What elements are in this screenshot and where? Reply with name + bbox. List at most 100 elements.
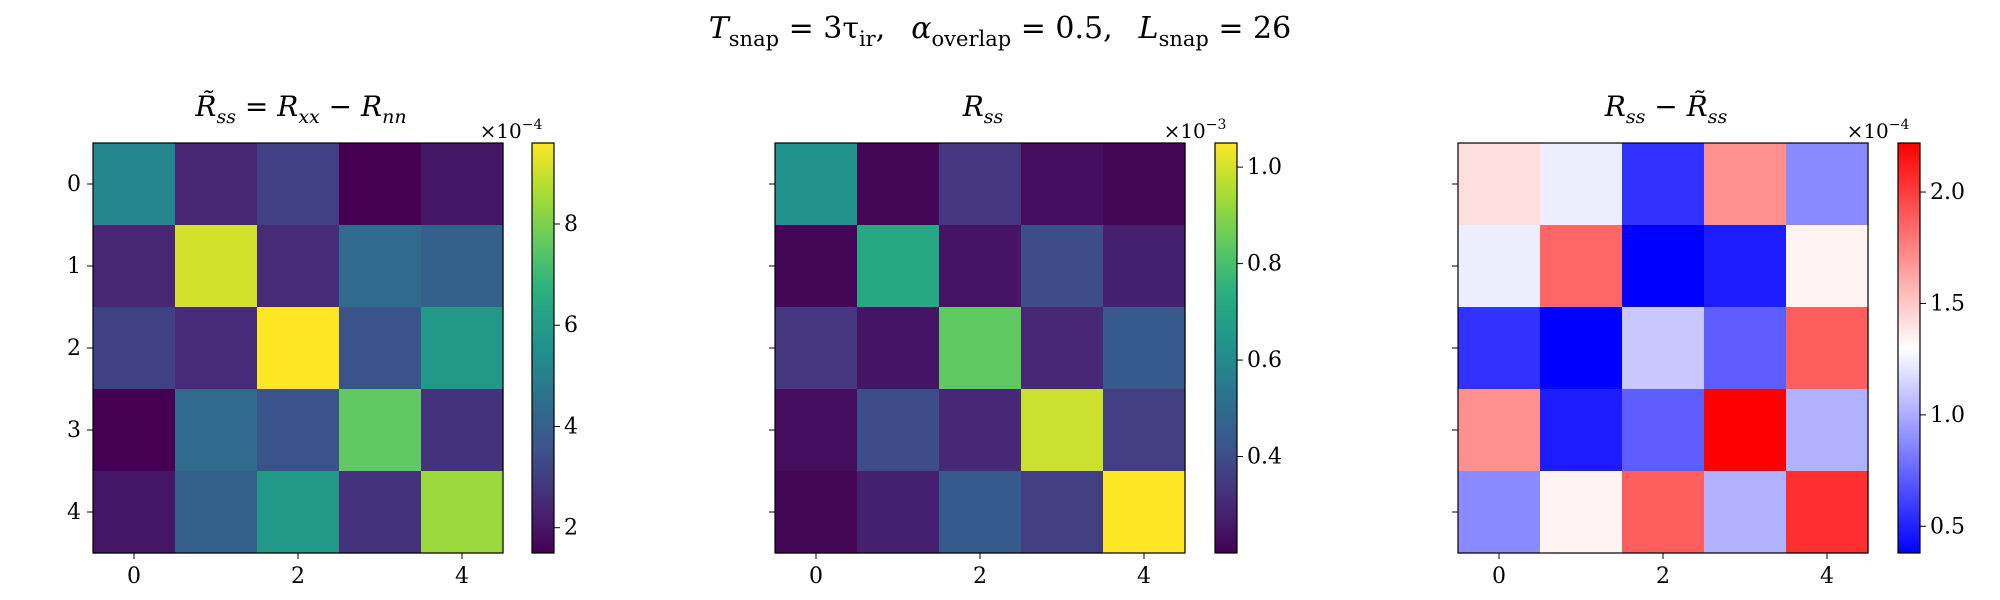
y-tick-label: 2 xyxy=(67,336,81,361)
x-tick-label: 2 xyxy=(1656,564,1670,589)
heatmap-cell xyxy=(1103,307,1186,390)
x-tick-label: 4 xyxy=(1820,564,1834,589)
colorbar-tick-label: 0.6 xyxy=(1247,348,1282,373)
x-tick-label: 4 xyxy=(455,564,469,589)
heatmap-cell xyxy=(857,471,940,554)
heatmap-cell xyxy=(775,307,858,390)
heatmap-cell xyxy=(939,143,1022,226)
heatmap-cell xyxy=(1021,307,1104,390)
colorbar-tick-label: 1.5 xyxy=(1930,291,1965,316)
heatmap-cell xyxy=(421,143,504,226)
heatmap-cell xyxy=(1021,389,1104,472)
heatmap-cell xyxy=(1103,389,1186,472)
heatmap-cell xyxy=(339,471,422,554)
colorbar xyxy=(531,142,555,554)
heatmap-cell xyxy=(257,143,340,226)
heatmap-cell xyxy=(1786,143,1869,226)
colorbar-tick-label: 0.5 xyxy=(1930,514,1965,539)
heatmap-cell xyxy=(775,143,858,226)
panel-1-title: R̃ss = Rxx − Rnn xyxy=(194,90,406,128)
heatmap-panel-2: 0 2 4 0.4 0.6 0.8 1.0 xyxy=(769,142,1282,589)
panel-2-title: Rss xyxy=(962,90,1004,128)
plots-layer: 0 1 2 3 4 0 2 4 2 4 6 8 0 2 4 0.4 0.6 0.8 1.0 0 2 4 0.5 1.0 1.5 2… xyxy=(67,142,1965,589)
heatmap-cell xyxy=(857,307,940,390)
heatmap-cell xyxy=(339,225,422,308)
x-tick-label: 0 xyxy=(809,564,823,589)
x-tick-label: 2 xyxy=(291,564,305,589)
heatmap-cell xyxy=(775,471,858,554)
heatmap-cell xyxy=(939,389,1022,472)
heatmap-cell xyxy=(1622,143,1705,226)
heatmap-cell xyxy=(1021,225,1104,308)
heatmap-cell xyxy=(939,225,1022,308)
colorbar-tick-label: 6 xyxy=(564,313,578,338)
heatmap-cell xyxy=(421,389,504,472)
panel-3-title: Rss − R̃ss xyxy=(1604,90,1728,128)
heatmap-cell xyxy=(339,307,422,390)
heatmap-cell xyxy=(175,307,258,390)
x-tick-label: 0 xyxy=(1492,564,1506,589)
x-tick-label: 4 xyxy=(1137,564,1151,589)
heatmap-cell xyxy=(1540,471,1623,554)
y-tick-label: 1 xyxy=(67,254,81,279)
heatmap-cell xyxy=(1704,307,1787,390)
heatmap-cell xyxy=(1622,471,1705,554)
heatmap-cell xyxy=(1704,389,1787,472)
heatmap-cell xyxy=(857,225,940,308)
heatmap-cell xyxy=(257,471,340,554)
heatmap-panel-1: 0 1 2 3 4 0 2 4 2 4 6 8 xyxy=(67,142,578,589)
heatmap-cell xyxy=(1103,143,1186,226)
heatmap-cell xyxy=(857,143,940,226)
heatmap-panel-3: 0 2 4 0.5 1.0 1.5 2.0 xyxy=(1452,142,1965,589)
figure-suptitle: Tsnap = 3τir, αoverlap = 0.5, Lsnap = 26 xyxy=(709,11,1291,51)
heatmap-cell xyxy=(1622,307,1705,390)
heatmap-cell xyxy=(339,143,422,226)
colorbar-tick-label: 0.4 xyxy=(1247,445,1282,470)
colorbar-tick-label: 4 xyxy=(564,414,578,439)
heatmap-cell xyxy=(93,143,176,226)
heatmap-cell xyxy=(1540,389,1623,472)
heatmap-cell xyxy=(1786,471,1869,554)
heatmap-cell xyxy=(775,225,858,308)
y-tick-label: 0 xyxy=(67,172,81,197)
heatmap-cell xyxy=(175,471,258,554)
heatmap-cell xyxy=(1458,307,1541,390)
heatmap-cell xyxy=(1540,307,1623,390)
colorbar-tick-label: 2.0 xyxy=(1930,180,1965,205)
colorbar xyxy=(1214,142,1238,554)
heatmap-cell xyxy=(1786,389,1869,472)
heatmap-cell xyxy=(93,471,176,554)
heatmap-cell xyxy=(1458,225,1541,308)
heatmap-cell xyxy=(339,389,422,472)
heatmap-cell xyxy=(1786,307,1869,390)
heatmap-cell xyxy=(175,389,258,472)
x-tick-label: 0 xyxy=(127,564,141,589)
colorbar-1-exponent: ×10−4 xyxy=(480,117,543,143)
heatmap-cell xyxy=(1458,389,1541,472)
heatmap-cell xyxy=(93,225,176,308)
heatmap-cell xyxy=(1704,471,1787,554)
heatmap-cell xyxy=(1103,471,1186,554)
colorbar-2-exponent: ×10−3 xyxy=(1164,117,1227,143)
colorbar-3-exponent: ×10−4 xyxy=(1847,117,1910,143)
heatmap-cell xyxy=(175,143,258,226)
heatmap-cell xyxy=(93,389,176,472)
heatmap-cell xyxy=(939,471,1022,554)
heatmap-cell xyxy=(257,307,340,390)
colorbar-tick-label: 2 xyxy=(564,516,578,541)
heatmap-cell xyxy=(1540,143,1623,226)
heatmap-cell xyxy=(175,225,258,308)
x-tick-label: 2 xyxy=(973,564,987,589)
heatmap-cell xyxy=(1704,225,1787,308)
heatmap-cell xyxy=(1103,225,1186,308)
colorbar-tick-label: 1.0 xyxy=(1247,155,1282,180)
heatmap-cell xyxy=(857,389,940,472)
heatmap-cell xyxy=(1021,143,1104,226)
heatmap-cell xyxy=(257,389,340,472)
heatmap-cell xyxy=(1704,143,1787,226)
heatmap-cell xyxy=(775,389,858,472)
colorbar-tick-label: 0.8 xyxy=(1247,252,1282,277)
heatmap-cell xyxy=(1540,225,1623,308)
y-tick-label: 4 xyxy=(67,500,81,525)
heatmap-cell xyxy=(1458,143,1541,226)
